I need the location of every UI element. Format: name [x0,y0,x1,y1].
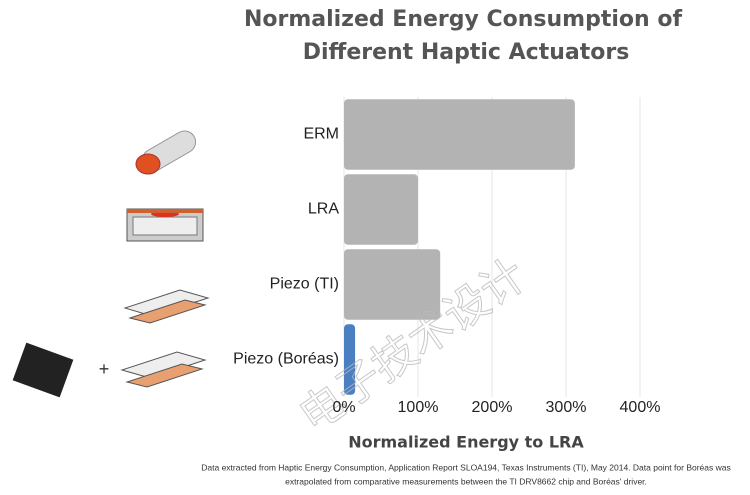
x-tick-label: 300% [546,399,587,416]
x-axis-label: Normalized Energy to LRA [348,433,584,452]
footnote: Data extracted from Haptic Energy Consum… [201,462,730,472]
x-tick-label: 0% [332,399,355,416]
chart-title: Normalized Energy Consumption of [244,7,683,32]
x-tick-label: 100% [398,399,439,416]
bar [344,174,418,245]
bars [344,99,575,395]
plus-sign: + [99,359,110,379]
lra-icon [126,208,204,242]
y-tick-label: Piezo (TI) [270,276,339,293]
chip-icon [12,342,74,398]
bar [344,249,441,320]
footnote: extrapolated from comparative measuremen… [285,476,647,486]
y-tick-label: ERM [303,126,339,143]
chart-title: Different Haptic Actuators [303,40,630,65]
piezo-icon [120,351,207,388]
y-tick-label: LRA [308,201,339,218]
bar [344,324,356,395]
x-tick-label: 200% [472,399,513,416]
x-tick-label: 400% [620,399,661,416]
piezo-icon [123,289,210,324]
erm-icon [135,130,197,175]
bar [344,99,575,170]
y-tick-label: Piezo (Boréas) [233,351,339,368]
